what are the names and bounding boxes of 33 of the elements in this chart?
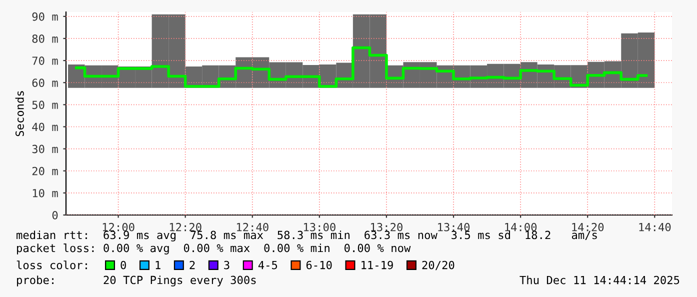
y-tick-label: 70 m xyxy=(32,56,58,65)
x-tick-label: 13:00 xyxy=(304,222,336,232)
x-tick-label: 14:00 xyxy=(505,222,537,232)
y-axis-title: Seconds xyxy=(15,91,24,136)
x-tick-label: 12:20 xyxy=(170,222,202,232)
y-tick-label: 50 m xyxy=(32,100,58,110)
x-tick-label: 13:20 xyxy=(371,222,402,232)
y-tick-label: 90 m xyxy=(32,12,58,21)
legend-title: loss color: xyxy=(16,260,87,270)
y-tick-label: 40 m xyxy=(32,122,58,132)
x-tick-label: 14:20 xyxy=(572,222,604,232)
x-tick-label: 13:40 xyxy=(438,222,470,232)
text: Thu Dec 11 14:44:14 2025 xyxy=(520,276,680,284)
text: probe: 20 TCP Pings every 300s xyxy=(17,276,256,286)
text: median rtt: 63.9 ms avg 75.8 ms max 58.3 ms min 63.3 ms now 3.5 ms sd 18.2 am/s xyxy=(16,230,597,242)
legend-label: 1 xyxy=(156,260,160,270)
legend-label: 20/20 xyxy=(422,260,454,270)
legend-label: 4-5 xyxy=(258,260,278,270)
x-tick-label: 12:40 xyxy=(237,222,268,232)
y-tick-label: 0 xyxy=(52,211,58,220)
y-tick-label: 20 m xyxy=(32,166,58,176)
y-tick-label: 10 m xyxy=(32,188,58,198)
x-tick-label: 12:00 xyxy=(102,222,134,232)
y-tick-label: 30 m xyxy=(32,144,58,154)
legend-label: 11-19 xyxy=(362,260,393,270)
y-tick-label: 80 m xyxy=(32,34,58,43)
y-tick-label: 60 m xyxy=(32,78,58,88)
text: packet loss: 0.00 % avg 0.00 % max 0.00 % min 0.00 % now xyxy=(17,244,411,254)
legend-label: 0 xyxy=(120,260,126,270)
legend-label: 3 xyxy=(224,260,230,270)
x-tick-label: 14:40 xyxy=(639,222,671,232)
legend-label: 2 xyxy=(190,260,195,270)
legend-label: 6-10 xyxy=(306,260,332,270)
